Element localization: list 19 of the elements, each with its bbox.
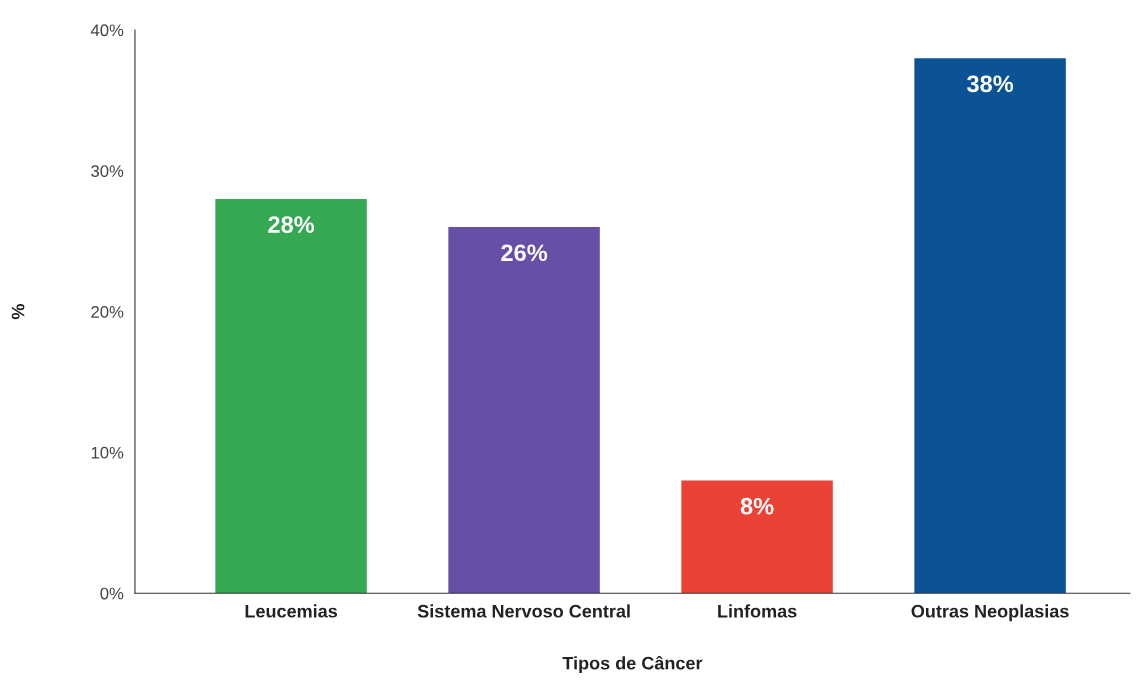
y-axis-title: % bbox=[11, 304, 25, 320]
bar bbox=[448, 227, 600, 594]
x-axis-title: Tipos de Câncer bbox=[562, 655, 703, 674]
y-tick-label: 10% bbox=[91, 446, 124, 459]
bar bbox=[914, 58, 1066, 594]
data-label: 38% bbox=[967, 75, 1014, 93]
bar bbox=[681, 480, 833, 594]
y-tick-label: 20% bbox=[91, 306, 124, 318]
x-tick-label: Linfomas bbox=[718, 604, 797, 618]
data-label: 26% bbox=[501, 244, 548, 262]
bar bbox=[215, 198, 367, 594]
y-tick-label: 30% bbox=[91, 165, 124, 177]
y-tick-label: 0% bbox=[100, 587, 124, 600]
data-label: 28% bbox=[268, 216, 315, 233]
x-tick-label: Leucemias bbox=[245, 604, 338, 618]
data-label: 8% bbox=[740, 497, 774, 515]
y-tick-label: 40% bbox=[90, 24, 124, 37]
x-tick-label: Outras Neoplasias bbox=[911, 604, 1069, 622]
x-tick-label: Sistema Nervoso Central bbox=[417, 604, 630, 618]
